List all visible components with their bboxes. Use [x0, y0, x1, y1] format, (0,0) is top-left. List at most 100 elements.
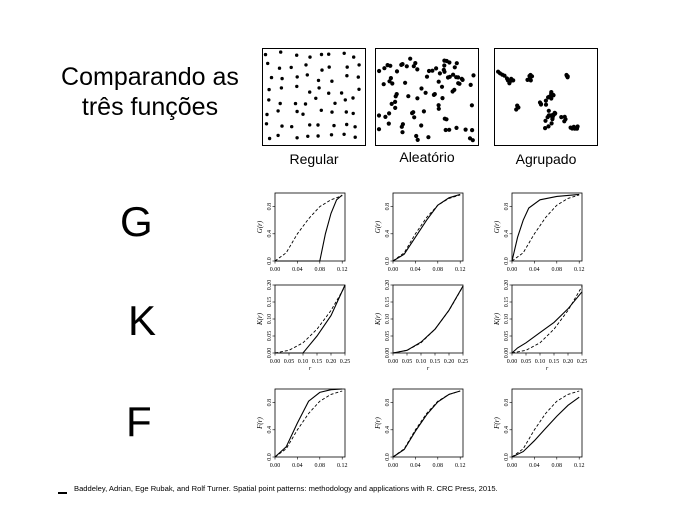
- pattern-point: [423, 90, 428, 95]
- pattern-point: [454, 75, 459, 80]
- theoretical-curve: [392, 194, 461, 262]
- pattern-point: [339, 91, 344, 95]
- point-pattern-svg: [263, 50, 361, 141]
- x-tick-label: 0.25: [340, 359, 351, 365]
- pattern-point: [295, 53, 299, 57]
- pattern-point: [301, 112, 305, 116]
- pattern-point: [549, 121, 554, 126]
- pattern-point: [463, 127, 468, 132]
- x-tick-label: 0.15: [549, 359, 560, 365]
- y-axis-label: K(r): [256, 312, 264, 326]
- pattern-point: [295, 75, 299, 79]
- pattern-point: [470, 138, 475, 143]
- pattern-point: [387, 79, 392, 84]
- slide-title: Comparando as três funções: [40, 62, 260, 122]
- pattern-point: [267, 98, 271, 102]
- pattern-point: [317, 86, 321, 90]
- x-tick-label: 0.25: [458, 359, 469, 365]
- y-tick-label: 0.20: [504, 280, 510, 291]
- pattern-point: [496, 69, 501, 74]
- pattern-point: [314, 96, 318, 100]
- y-axis-label: G(r): [374, 220, 382, 233]
- pattern-point: [549, 96, 554, 101]
- x-tick-label: 0.00: [388, 463, 399, 469]
- pattern-point: [265, 112, 269, 117]
- x-tick-label: 0.08: [552, 267, 563, 273]
- y-tick-label: 0.8: [504, 203, 510, 211]
- plot-frame: [511, 388, 583, 458]
- pattern-point: [412, 115, 417, 120]
- pattern-point: [559, 115, 564, 120]
- pattern-point: [305, 73, 309, 77]
- pattern-point: [415, 67, 420, 72]
- x-axis-label: r: [546, 366, 549, 372]
- x-tick-label: 0.00: [270, 463, 281, 469]
- y-tick-label: 0.05: [504, 331, 510, 342]
- pattern-point: [377, 68, 382, 74]
- plot-svg: 0.00 0.04 0.08 0.12 0.0 0.4 0.8 F(r): [374, 388, 466, 469]
- pattern-point: [404, 64, 409, 69]
- plot-frame: [392, 284, 464, 354]
- plot-frame: [392, 388, 464, 458]
- y-tick-label: 0.00: [385, 348, 391, 359]
- pattern-point: [431, 92, 436, 97]
- empirical-curve: [392, 285, 464, 354]
- x-tick-label: 0.04: [292, 463, 303, 469]
- pattern-point: [469, 103, 474, 108]
- pattern-point: [504, 76, 510, 81]
- theoretical-curve: [274, 195, 343, 262]
- x-tick-label: 0.12: [455, 463, 466, 469]
- pattern-point: [303, 102, 308, 106]
- pattern-point: [562, 114, 567, 119]
- pattern-point: [343, 98, 347, 102]
- pattern-point: [295, 84, 299, 89]
- pattern-point: [447, 60, 452, 65]
- pattern-point: [543, 98, 548, 103]
- pattern-point: [329, 133, 334, 137]
- pattern-point: [538, 101, 544, 107]
- pattern-point: [319, 52, 324, 57]
- pattern-point: [400, 62, 405, 67]
- y-tick-label: 0.15: [504, 297, 510, 308]
- pattern-point: [424, 74, 430, 79]
- x-tick-label: 0.08: [552, 463, 563, 469]
- theoretical-curve: [511, 194, 580, 262]
- pattern-point: [528, 72, 533, 78]
- pattern-point: [415, 96, 420, 101]
- y-axis-label: G(r): [493, 220, 501, 233]
- x-tick-label: 0.04: [410, 463, 421, 469]
- pattern-point: [304, 63, 308, 67]
- x-tick-label: 0.00: [270, 359, 281, 365]
- pattern-point: [460, 77, 465, 82]
- pattern-point: [543, 102, 549, 107]
- function-label-k: K: [128, 297, 157, 344]
- y-tick-label: 0.00: [504, 348, 510, 359]
- pattern-point: [289, 65, 293, 70]
- pattern-point: [445, 75, 451, 80]
- title-line-1: Comparando as: [61, 63, 239, 91]
- pattern-point: [436, 106, 441, 111]
- x-axis-label: r: [427, 366, 430, 372]
- pattern-point: [276, 109, 280, 113]
- y-axis-label: F(r): [374, 417, 382, 430]
- pattern-point: [316, 134, 320, 138]
- y-tick-label: 0.4: [385, 426, 391, 434]
- pattern-point: [452, 65, 457, 70]
- y-axis-label: K(r): [374, 312, 382, 326]
- pattern-point: [399, 124, 404, 129]
- x-tick-label: 0.04: [292, 267, 303, 273]
- regular-pattern: [262, 48, 366, 146]
- pattern-point: [440, 96, 445, 101]
- x-tick-label: 0.04: [410, 267, 421, 273]
- point-pattern-svg: [496, 69, 580, 131]
- pattern-point: [575, 124, 580, 129]
- empirical-curve: [511, 291, 583, 354]
- y-axis-label: G(r): [256, 220, 264, 233]
- x-tick-label: 0.05: [521, 359, 532, 365]
- theoretical-curve: [511, 286, 583, 354]
- pattern-point: [430, 68, 435, 73]
- empirical-curve: [275, 194, 343, 262]
- y-tick-label: 0.20: [267, 280, 273, 291]
- empirical-curve: [511, 193, 580, 262]
- pattern-point: [316, 78, 321, 83]
